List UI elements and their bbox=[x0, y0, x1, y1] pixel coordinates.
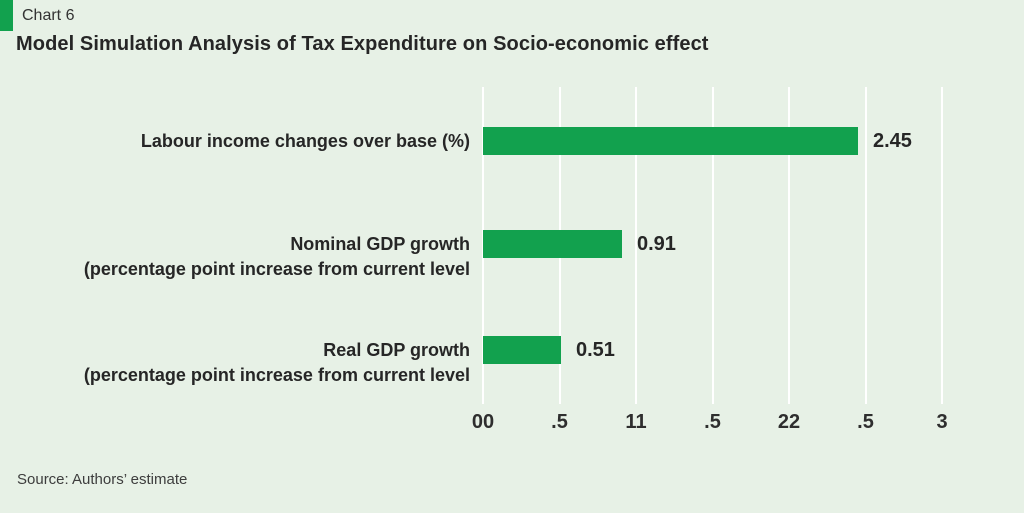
x-axis-tick-label: 22 bbox=[777, 411, 801, 433]
gridline bbox=[711, 87, 714, 404]
bar bbox=[483, 336, 561, 364]
x-axis-tick-label: .5 bbox=[857, 411, 874, 433]
gridline bbox=[941, 87, 943, 404]
bar-value-label: 0.91 bbox=[637, 232, 676, 255]
chart-tag-marker bbox=[0, 0, 13, 31]
category-label: Real GDP growth bbox=[323, 339, 470, 360]
category-label: Labour income changes over base (%) bbox=[140, 130, 470, 151]
x-axis-tick-label: .5 bbox=[551, 411, 568, 433]
chart-number: Chart 6 bbox=[22, 7, 75, 24]
category-label: Nominal GDP growth bbox=[290, 233, 470, 254]
bar bbox=[483, 230, 622, 258]
gridline bbox=[864, 87, 867, 404]
x-axis-tick-label: .5 bbox=[704, 411, 721, 433]
bar-value-label: 2.45 bbox=[873, 129, 912, 152]
source-note: Source: Authors’ estimate bbox=[17, 471, 188, 488]
chart-title: Model Simulation Analysis of Tax Expendi… bbox=[16, 33, 709, 55]
gridline bbox=[788, 87, 790, 404]
gridline bbox=[635, 87, 637, 404]
category-label: (percentage point increase from current … bbox=[83, 364, 470, 385]
x-axis-tick-label: 3 bbox=[936, 411, 948, 433]
category-label: (percentage point increase from current … bbox=[83, 258, 470, 279]
x-axis-tick-label: 00 bbox=[471, 411, 495, 433]
bar-value-label: 0.51 bbox=[576, 338, 615, 361]
x-axis-tick-label: 11 bbox=[625, 411, 647, 433]
bar bbox=[483, 127, 858, 155]
